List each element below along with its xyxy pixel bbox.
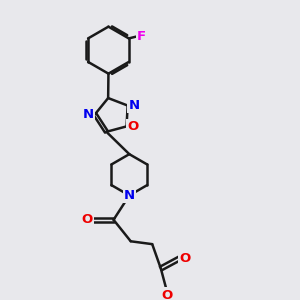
Text: F: F (137, 30, 146, 43)
Text: N: N (128, 99, 140, 112)
Text: N: N (83, 108, 94, 121)
Text: N: N (124, 189, 135, 202)
Text: O: O (127, 120, 139, 133)
Text: O: O (81, 213, 92, 226)
Text: O: O (161, 289, 172, 300)
Text: O: O (179, 252, 190, 265)
